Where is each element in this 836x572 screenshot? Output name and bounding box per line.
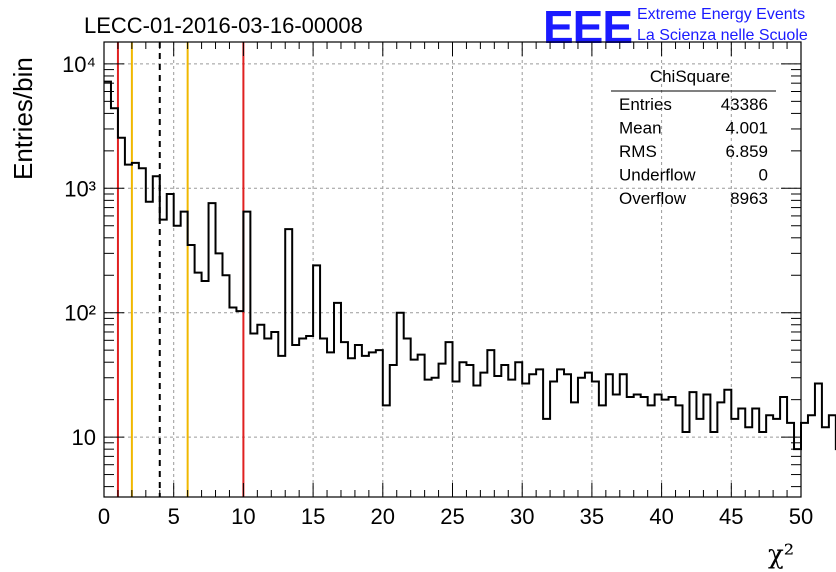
stats-rows: Entries 43386 Mean 4.001 RMS 6.859 Underflow 0 O… xyxy=(619,95,768,208)
threshold-lines xyxy=(116,42,245,497)
stats-value: 4.001 xyxy=(725,119,768,138)
x-tick-label: 20 xyxy=(371,504,395,529)
x-tick-label: 40 xyxy=(649,504,673,529)
y-tick-label: 10³ xyxy=(64,176,96,201)
x-tick-label: 35 xyxy=(580,504,604,529)
x-tick-label: 15 xyxy=(301,504,325,529)
logo-line-1: Extreme Energy Events xyxy=(637,6,805,23)
stats-label: Mean xyxy=(619,119,662,138)
logo-line-2: La Scienza nelle Scuole xyxy=(637,27,808,44)
stats-value: 43386 xyxy=(721,95,768,114)
stats-value: 0 xyxy=(759,166,768,185)
stats-value: 6.859 xyxy=(725,142,768,161)
chart-title: LECC-01-2016-03-16-00008 xyxy=(84,13,363,38)
x-tick-label: 30 xyxy=(510,504,534,529)
logo-mark: EEE xyxy=(543,1,632,53)
x-axis-label: χ² xyxy=(768,540,794,570)
stats-label: Entries xyxy=(619,95,672,114)
x-tick-label: 50 xyxy=(789,504,813,529)
x-tick-label: 25 xyxy=(440,504,464,529)
eee-logo: EEE Extreme Energy Events La Scienza nel… xyxy=(543,1,808,53)
y-tick-label: 10⁴ xyxy=(62,52,96,77)
x-tick-label: 0 xyxy=(98,504,110,529)
stats-title: ChiSquare xyxy=(650,67,730,86)
stats-label: Overflow xyxy=(619,189,687,208)
x-tick-label: 5 xyxy=(168,504,180,529)
x-tick-label: 45 xyxy=(719,504,743,529)
grid xyxy=(104,42,801,497)
stats-value: 8963 xyxy=(730,189,768,208)
y-tick-label: 10² xyxy=(64,301,96,326)
y-tick-label: 10 xyxy=(72,425,96,450)
stats-label: Underflow xyxy=(619,166,696,185)
stats-label: RMS xyxy=(619,142,657,161)
x-tick-label: 10 xyxy=(231,504,255,529)
stats-box: ChiSquare Entries 43386 Mean 4.001 RMS 6.859 U… xyxy=(611,67,776,208)
axes: 0 5 10 15 20 25 30 35 40 45 50 10 10² 10³ 10⁴ xyxy=(62,42,813,529)
y-axis-label: Entries/bin xyxy=(8,57,38,180)
